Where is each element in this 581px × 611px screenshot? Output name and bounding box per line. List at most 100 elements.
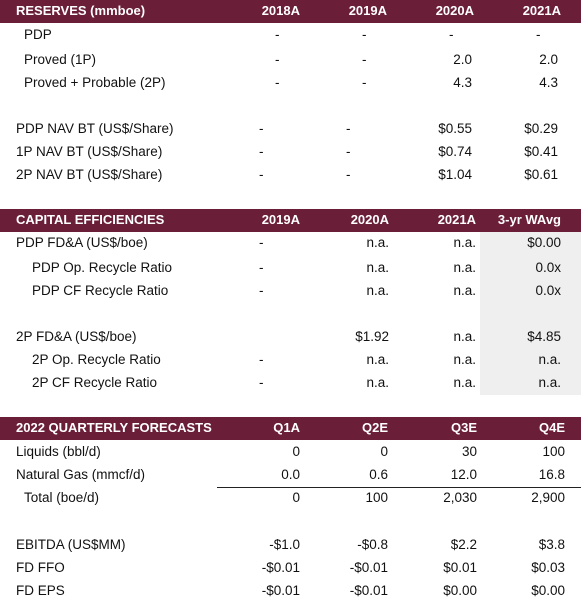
row-label: PDP Op. Recycle Ratio <box>32 260 173 275</box>
column-header: Q4E <box>538 420 565 435</box>
row-label: PDP FD&A (US$/boe) <box>16 235 148 250</box>
row-label: EBITDA (US$MM) <box>16 537 126 552</box>
section-title: 2022 QUARTERLY FORECASTS <box>16 420 212 435</box>
cell-value: n.a. <box>366 235 389 250</box>
section-header-bar <box>0 209 581 232</box>
section-header-bar <box>0 0 581 23</box>
section-header-bar <box>0 417 581 440</box>
column-header: Q1A <box>273 420 300 435</box>
cell-value: $0.29 <box>524 121 558 136</box>
cell-value: - <box>362 27 367 42</box>
cell-value: 0.0x <box>535 283 561 298</box>
cell-value: 2,030 <box>443 490 477 505</box>
row-label: 2P Op. Recycle Ratio <box>32 352 161 367</box>
cell-value: - <box>275 75 280 90</box>
section-title: CAPITAL EFFICIENCIES <box>16 212 165 227</box>
column-header: 2018A <box>261 3 300 18</box>
cell-value: 2,900 <box>531 490 565 505</box>
row-label: Proved (1P) <box>24 52 97 67</box>
cell-value: 4.3 <box>539 75 558 90</box>
column-header: 2020A <box>435 3 474 18</box>
cell-value: -$0.01 <box>349 560 388 575</box>
cell-value: 2.0 <box>453 52 472 67</box>
cell-value: $4.85 <box>527 329 561 344</box>
cell-value: 0.6 <box>369 467 388 482</box>
cell-value: -$1.0 <box>269 537 300 552</box>
cell-value: 2.0 <box>539 52 558 67</box>
cell-value: n.a. <box>453 260 476 275</box>
cell-value: $0.55 <box>438 121 472 136</box>
column-header: 2021A <box>522 3 561 18</box>
cell-value: $0.00 <box>527 235 561 250</box>
cell-value: - <box>536 27 541 42</box>
cell-value: $0.01 <box>443 560 477 575</box>
cell-value: - <box>259 167 264 182</box>
cell-value: -$0.01 <box>261 560 300 575</box>
cell-value: n.a. <box>453 283 476 298</box>
row-label: 2P FD&A (US$/boe) <box>16 329 137 344</box>
cell-value: 0.0 <box>281 467 300 482</box>
cell-value: $3.8 <box>538 537 565 552</box>
row-label: FD FFO <box>16 560 65 575</box>
row-label: 2P CF Recycle Ratio <box>32 375 158 390</box>
cell-value: 0 <box>380 444 388 459</box>
cell-value: $0.00 <box>443 583 477 598</box>
cell-value: n.a. <box>453 352 476 367</box>
total-rule <box>217 487 581 488</box>
cell-value: - <box>259 375 264 390</box>
cell-value: - <box>346 167 351 182</box>
cell-value: $1.92 <box>355 329 389 344</box>
cell-value: n.a. <box>453 375 476 390</box>
cell-value: -$0.8 <box>357 537 388 552</box>
cell-value: $2.2 <box>450 537 477 552</box>
cell-value: n.a. <box>538 375 561 390</box>
cell-value: - <box>259 352 264 367</box>
cell-value: - <box>259 121 264 136</box>
cell-value: 0 <box>292 490 300 505</box>
row-label: PDP NAV BT (US$/Share) <box>16 121 174 136</box>
cell-value: n.a. <box>366 283 389 298</box>
row-label: 2P NAV BT (US$/Share) <box>16 167 163 182</box>
column-header: 2021A <box>437 212 476 227</box>
cell-value: - <box>259 235 264 250</box>
cell-value: 100 <box>542 444 565 459</box>
cell-value: 0.0x <box>535 260 561 275</box>
cell-value: $0.03 <box>531 560 565 575</box>
cell-value: - <box>346 121 351 136</box>
row-label: FD EPS <box>16 583 65 598</box>
cell-value: - <box>275 27 280 42</box>
highlight-column <box>480 232 581 395</box>
row-label: PDP CF Recycle Ratio <box>32 283 169 298</box>
cell-value: n.a. <box>366 260 389 275</box>
cell-value: - <box>259 283 264 298</box>
column-header: 2020A <box>350 212 389 227</box>
cell-value: - <box>259 260 264 275</box>
cell-value: 12.0 <box>450 467 477 482</box>
cell-value: n.a. <box>453 329 476 344</box>
column-header: Q2E <box>361 420 388 435</box>
cell-value: -$0.01 <box>261 583 300 598</box>
cell-value: n.a. <box>453 235 476 250</box>
cell-value: $0.00 <box>531 583 565 598</box>
cell-value: n.a. <box>366 375 389 390</box>
cell-value: - <box>362 75 367 90</box>
cell-value: $0.74 <box>438 144 472 159</box>
row-label: PDP <box>24 27 52 42</box>
cell-value: $0.41 <box>524 144 558 159</box>
row-label: Natural Gas (mmcf/d) <box>16 467 146 482</box>
cell-value: - <box>449 27 454 42</box>
cell-value: - <box>259 144 264 159</box>
section-title: RESERVES (mmboe) <box>16 3 146 18</box>
cell-value: $1.04 <box>438 167 472 182</box>
cell-value: $0.61 <box>524 167 558 182</box>
cell-value: 0 <box>292 444 300 459</box>
column-header: 2019A <box>261 212 300 227</box>
cell-value: -$0.01 <box>349 583 388 598</box>
cell-value: n.a. <box>538 352 561 367</box>
cell-value: n.a. <box>366 352 389 367</box>
column-header: 3-yr WAvg <box>497 212 561 227</box>
cell-value: - <box>346 144 351 159</box>
cell-value: 16.8 <box>538 467 565 482</box>
row-label: 1P NAV BT (US$/Share) <box>16 144 163 159</box>
